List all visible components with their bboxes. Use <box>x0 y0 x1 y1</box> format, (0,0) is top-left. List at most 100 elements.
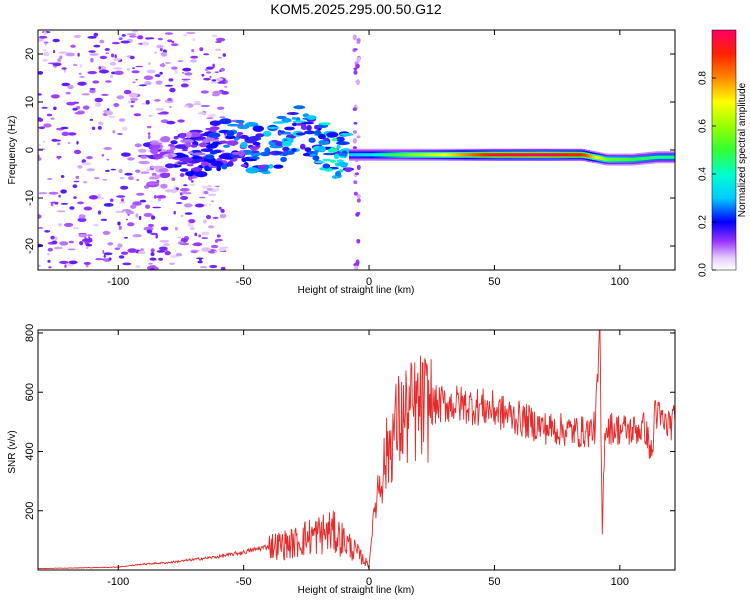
spectrogram-noise-blob <box>135 264 141 269</box>
spectrogram-noise-blob <box>69 206 75 210</box>
snr-frame <box>37 329 676 571</box>
spectrogram-signal-blob <box>336 159 344 163</box>
spectrogram-noise-blob <box>103 254 106 258</box>
spectrogram-signal-blob <box>179 168 189 172</box>
spectrogram-signal-blob <box>236 131 244 136</box>
spectrogram-noise-blob <box>198 234 202 238</box>
spectrogram-signal-blob <box>252 125 264 132</box>
spectrogram-signal-blob <box>204 154 215 160</box>
spectrogram-signal-blob <box>306 124 312 131</box>
spectrogram-noise-blob <box>352 107 357 111</box>
spectrogram-noise-blob <box>97 126 102 130</box>
spectrogram-ridge-cell <box>486 153 490 157</box>
spectrogram-ridge-cell <box>602 157 606 161</box>
spectrogram-noise-blob <box>353 122 358 125</box>
spectrogram-noise-blob <box>107 242 114 246</box>
spectrogram-noise-blob <box>148 262 153 265</box>
spectrogram-noise-blob <box>209 75 212 79</box>
spectrogram-ridge-cell <box>489 153 493 157</box>
spectrogram-signal-blob <box>179 157 194 163</box>
spectrogram-signal-blob <box>167 153 173 160</box>
spectrogram-noise-blob <box>190 250 198 254</box>
spectrogram-noise-blob <box>58 51 68 54</box>
spectrogram-noise-blob <box>82 162 92 166</box>
spectrogram-noise-blob <box>65 52 76 57</box>
spectrogram-signal-blob <box>271 139 278 143</box>
spectrogram-noise-blob <box>356 79 360 86</box>
spectrogram-ridge-cell <box>446 153 450 157</box>
spectrogram-noise-blob <box>147 132 151 135</box>
spectrogram-noise-blob <box>38 118 44 122</box>
spectrogram-noise-blob <box>137 35 144 40</box>
spectrogram-noise-blob <box>67 248 76 251</box>
spectrogram-noise-blob <box>203 219 207 224</box>
snr-x-tick-label: -100 <box>107 576 129 588</box>
spectrogram-noise-blob <box>68 260 78 265</box>
spectrogram-noise-blob <box>150 248 155 253</box>
snr-y-tick-label: 800 <box>24 324 36 342</box>
spectrogram-noise-blob <box>192 242 203 247</box>
spectrogram-ridge-cell <box>619 158 623 162</box>
spectrogram-noise-blob <box>209 264 218 269</box>
spectrogram-noise-blob <box>88 50 96 53</box>
spectrogram-noise-blob <box>219 116 226 119</box>
spectrogram-signal-blob <box>221 163 228 170</box>
spectrogram-noise-blob <box>73 149 82 155</box>
spectrogram-signal-blob <box>219 140 228 144</box>
spectrogram-signal-blob <box>339 132 354 137</box>
spectrogram-noise-blob <box>159 63 166 67</box>
spectrogram-ridge-cell <box>359 153 362 157</box>
spectrogram-ridge-cell <box>614 158 618 162</box>
spectrogram-noise-blob <box>143 212 153 217</box>
spectrogram-noise-blob <box>95 257 103 261</box>
colorbar: 0.0 0.2 0.4 0.6 0.8 Normalized spectral ampl… <box>698 29 748 277</box>
spectrogram-noise-blob <box>169 87 176 93</box>
spectrogram-noise-blob <box>59 260 69 264</box>
spectrogram-noise-blob <box>159 239 170 243</box>
spectrogram-signal-blob <box>168 143 175 147</box>
spectrogram-ridge-cell <box>629 158 633 162</box>
colorbar-label: Normalized spectral amplitude <box>737 82 748 217</box>
spectrogram-noise-blob <box>166 120 176 125</box>
spectrogram-noise-blob <box>201 73 205 77</box>
spectrogram-noise-blob <box>200 105 210 107</box>
spectrogram-ridge-cell <box>634 157 638 161</box>
spectrogram-ridge-cell <box>654 155 658 159</box>
spectrogram-noise-blob <box>160 226 169 231</box>
spectrogram-noise-blob <box>212 63 215 69</box>
spectrogram-noise-blob <box>132 67 135 69</box>
spectrogram-signal-blob <box>292 120 306 123</box>
spectrogram-signal-blob <box>192 152 206 156</box>
spectrogram-signal-blob <box>179 132 186 139</box>
spectrogram-ridge-cell <box>464 153 468 157</box>
spectrogram-noise-blob <box>38 35 48 39</box>
spectrogram-noise-blob <box>125 210 135 215</box>
spectrogram-noise-blob <box>206 187 213 191</box>
snr-x-axis-label: Height of straight line (km) <box>298 585 415 596</box>
spectrogram-noise-blob <box>220 208 225 213</box>
spectrogram-noise-blob <box>134 143 142 148</box>
spectrogram-noise-blob <box>164 32 174 35</box>
spectrogram-noise-blob <box>72 184 78 189</box>
spectrogram-noise-blob <box>91 126 96 130</box>
spectrogram-noise-blob <box>182 72 185 74</box>
spectrogram-signal-blob <box>179 173 185 177</box>
spectrogram-signal-blob <box>240 164 248 168</box>
spectrogram-ridge-cell <box>522 153 525 157</box>
spectrogram-noise-blob <box>89 53 99 56</box>
spectrogram-ridge-cell <box>499 153 503 157</box>
spectrogram-noise-blob <box>118 168 123 174</box>
spectrogram-noise-blob <box>171 40 175 44</box>
spectrogram-ridge-cell <box>384 153 387 157</box>
spectrogram-signal-blob <box>226 140 239 146</box>
spectrogram-noise-blob <box>139 199 147 203</box>
spectrogram-noise-blob <box>156 195 167 199</box>
spectrogram-noise-blob <box>61 67 67 70</box>
spectrogram-ridge-cell <box>542 153 545 157</box>
spectrogram-noise-blob <box>171 177 176 181</box>
spectrogram-signal-blob <box>245 167 260 174</box>
spectrogram-noise-blob <box>221 149 225 153</box>
spectrogram-noise-blob <box>140 248 144 252</box>
spectrogram-ridge-cell <box>406 153 410 157</box>
spectrogram-signal-blob <box>200 161 210 166</box>
